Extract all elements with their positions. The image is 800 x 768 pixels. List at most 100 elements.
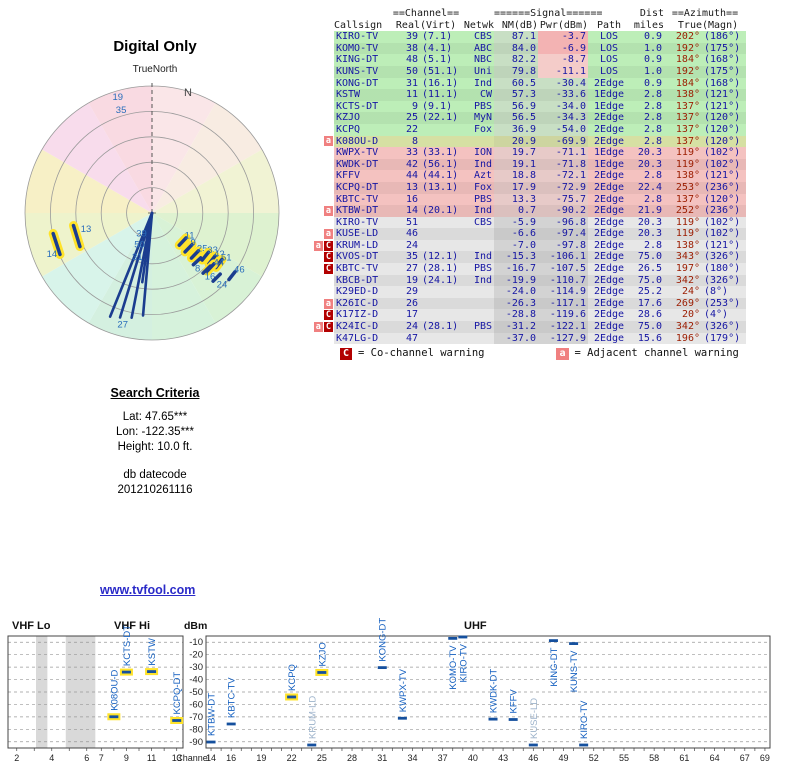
distance-cell: 2.8: [630, 89, 664, 101]
path-cell: 2Edge: [588, 228, 630, 240]
virtual-channel-cell: (28.1): [420, 263, 460, 275]
header-spacer: [588, 8, 630, 20]
compass-wedge: [42, 213, 153, 323]
compass-wedge: [42, 103, 153, 213]
callsign-cell: K26IC-D: [334, 297, 392, 310]
azimuth-true-cell: 138°: [664, 170, 702, 182]
header-pwr: Pwr(dBm): [539, 19, 588, 31]
adjacent-channel-warning-chip: a: [313, 321, 323, 332]
uhf-label: UHF: [464, 620, 487, 632]
dbm-tick-label: -10: [189, 637, 203, 648]
real-channel-cell: 19: [392, 274, 420, 287]
azimuth-true-cell: 343°: [664, 251, 702, 264]
virtual-channel-cell: (56.1): [420, 158, 460, 171]
header-azimuth: ==Azimuth==: [671, 8, 739, 19]
warning-markers: C: [318, 309, 334, 321]
signal-bar: [569, 642, 579, 645]
noise-margin-cell: -28.8: [494, 309, 538, 322]
azimuth-true-cell: 192°: [664, 65, 702, 78]
compass-wedge: [152, 213, 216, 340]
path-cell: 2Edge: [588, 297, 630, 310]
channel-tick-label: 52: [589, 753, 599, 763]
real-channel-cell: 26: [392, 297, 420, 310]
header-channel: ==Channel==: [392, 8, 460, 19]
azimuth-magnetic-cell: (186°): [702, 31, 746, 43]
azimuth-true-cell: 184°: [664, 54, 702, 66]
azimuth-true-cell: 269°: [664, 297, 702, 310]
height-value: Height: 10.0 ft.: [117, 441, 193, 453]
warning-markers: [318, 112, 334, 124]
distance-cell: 2.8: [630, 193, 664, 206]
distance-cell: 2.8: [630, 170, 664, 182]
path-cell: 2Edge: [588, 205, 630, 217]
warning-markers: a: [318, 205, 334, 217]
station-label: KIRO-TV: [458, 643, 469, 682]
path-cell: 2Edge: [588, 239, 630, 252]
azimuth-magnetic-cell: (236°): [702, 181, 746, 194]
header-real: Real: [395, 19, 420, 31]
azimuth-true-cell: 252°: [664, 205, 702, 217]
channel-axis-label: Channel: [176, 753, 210, 763]
channel-tick-label: 61: [679, 753, 689, 763]
network-cell: PBS: [460, 100, 494, 113]
distance-cell: 22.4: [630, 181, 664, 194]
power-cell: -75.7: [538, 193, 588, 206]
channel-tick-label: 7: [99, 753, 104, 763]
signal-bar: [317, 671, 327, 674]
path-cell: 2Edge: [588, 251, 630, 264]
noise-margin-cell: 19.7: [494, 147, 538, 159]
noise-margin-cell: -6.6: [494, 228, 538, 240]
polar-channel-label: 46: [234, 265, 245, 276]
dbm-tick-label: -30: [189, 662, 203, 673]
polar-channel-label: 50: [134, 240, 145, 251]
virtual-channel-cell: [420, 193, 460, 206]
station-label: KCPQ: [287, 664, 298, 691]
distance-cell: 75.0: [630, 274, 664, 287]
station-tick: [51, 231, 62, 257]
channel-tick-label: 43: [498, 753, 508, 763]
vhf-lo-label: VHF Lo: [12, 620, 51, 632]
station-label: KING-DT: [549, 647, 560, 686]
virtual-channel-cell: (16.1): [420, 77, 460, 90]
power-cell: -72.1: [538, 170, 588, 182]
dbm-tick-label: -80: [189, 724, 203, 735]
warning-markers: [318, 54, 334, 66]
real-channel-cell: 25: [392, 112, 420, 124]
azimuth-true-cell: 119°: [664, 216, 702, 229]
spacer: [55, 455, 255, 468]
channel-tick-label: 34: [407, 753, 417, 763]
distance-cell: 20.3: [630, 228, 664, 240]
polar-channel-label: 25: [197, 243, 208, 254]
noise-margin-cell: -16.7: [494, 263, 538, 275]
azimuth-true-cell: 137°: [664, 100, 702, 113]
azimuth-true-cell: 342°: [664, 274, 702, 287]
noise-margin-cell: -26.3: [494, 297, 538, 310]
signal-bar: [109, 715, 119, 719]
co-channel-warning-chip: C: [323, 310, 333, 321]
real-channel-cell: 33: [392, 147, 420, 159]
callsign-cell: K29ED-D: [334, 286, 392, 298]
virtual-channel-cell: (22.1): [420, 112, 460, 124]
tvfool-link[interactable]: www.tvfool.com: [100, 583, 196, 597]
channel-tick-label: 19: [256, 753, 266, 763]
signal-bar: [226, 722, 236, 726]
adjacent-channel-warning-chip: a: [323, 205, 333, 216]
warning-markers: [318, 333, 334, 345]
dbm-tick-label: -60: [189, 699, 203, 710]
warning-markers: [318, 89, 334, 101]
noise-margin-cell: 60.5: [494, 77, 538, 90]
signal-bar: [172, 719, 182, 722]
warning-markers: a: [318, 298, 334, 310]
signal-bar: [377, 666, 387, 670]
power-cell: -8.7: [538, 54, 588, 66]
north-compass-label: N: [184, 87, 192, 99]
co-channel-chip: C: [340, 348, 353, 360]
station-table: ==Channel== ======Signal====== Dist ==Azimu…: [313, 8, 746, 345]
polar-channel-label: 9: [191, 237, 196, 248]
azimuth-magnetic-cell: (102°): [702, 228, 746, 240]
compass-wedge: [25, 213, 152, 277]
path-cell: 2Edge: [588, 193, 630, 206]
distance-cell: 17.6: [630, 297, 664, 310]
azimuth-magnetic-cell: (102°): [702, 147, 746, 159]
